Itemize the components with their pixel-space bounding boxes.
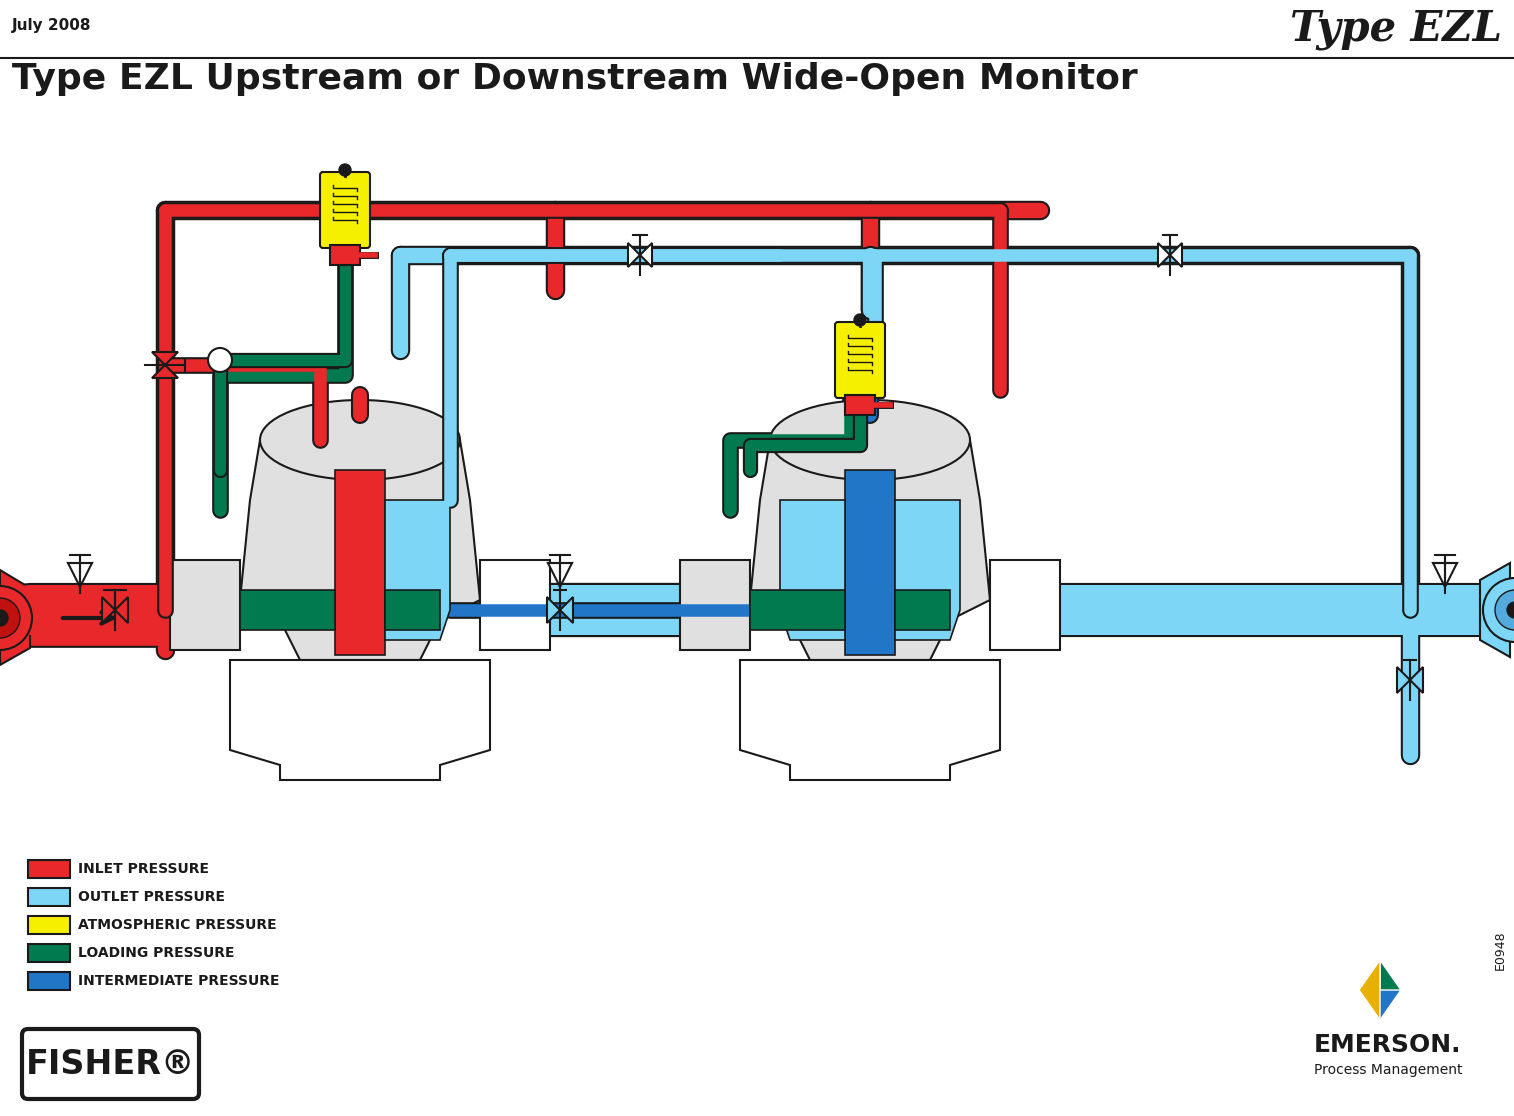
Polygon shape [241,590,335,631]
Bar [845,395,875,415]
Circle shape [0,610,8,626]
Polygon shape [990,560,1060,650]
Circle shape [1494,590,1514,631]
Polygon shape [241,440,480,660]
Polygon shape [0,570,30,665]
Polygon shape [560,597,572,623]
Bar [27,916,70,934]
Polygon shape [895,500,960,639]
Polygon shape [480,560,550,650]
Circle shape [1506,602,1514,618]
Polygon shape [1170,243,1182,267]
Text: INLET PRESSURE: INLET PRESSURE [79,862,209,876]
Polygon shape [640,243,653,267]
Text: FISHER®: FISHER® [26,1048,195,1080]
Circle shape [339,164,351,176]
Polygon shape [230,660,491,780]
Bar [27,944,70,962]
Text: Type EZL Upstream or Downstream Wide-Open Monitor: Type EZL Upstream or Downstream Wide-Ope… [12,62,1137,96]
Ellipse shape [260,400,460,480]
Polygon shape [385,590,441,631]
Polygon shape [1379,960,1400,1020]
Polygon shape [1360,960,1400,990]
Text: LOADING PRESSURE: LOADING PRESSURE [79,946,235,960]
Polygon shape [1410,667,1423,693]
Polygon shape [1481,562,1509,657]
Polygon shape [547,597,560,623]
Polygon shape [385,500,450,639]
Polygon shape [740,660,1001,780]
Polygon shape [895,590,949,631]
Circle shape [207,348,232,372]
Polygon shape [780,500,845,639]
FancyBboxPatch shape [836,323,886,398]
Text: ATMOSPHERIC PRESSURE: ATMOSPHERIC PRESSURE [79,918,277,932]
Circle shape [0,598,20,638]
FancyBboxPatch shape [23,1029,198,1099]
Polygon shape [1158,243,1170,267]
Ellipse shape [771,400,970,480]
Bar [27,972,70,990]
Text: July 2008: July 2008 [12,18,91,33]
Polygon shape [1432,562,1456,587]
Polygon shape [749,590,845,631]
Polygon shape [115,597,129,623]
Polygon shape [548,562,572,587]
Polygon shape [845,470,895,655]
Polygon shape [628,243,640,267]
Polygon shape [101,597,115,623]
Polygon shape [1360,960,1379,1020]
Circle shape [1484,578,1514,642]
Text: INTERMEDIATE PRESSURE: INTERMEDIATE PRESSURE [79,974,280,988]
Polygon shape [749,440,990,660]
FancyBboxPatch shape [319,172,369,248]
Polygon shape [151,352,179,365]
Text: E0948: E0948 [1493,931,1506,970]
Circle shape [0,586,32,650]
Bar [27,860,70,878]
Polygon shape [170,560,241,650]
Polygon shape [68,562,92,587]
Polygon shape [151,365,179,378]
Polygon shape [1360,990,1400,1020]
Circle shape [854,314,866,326]
Text: EMERSON.: EMERSON. [1314,1033,1461,1057]
Text: OUTLET PRESSURE: OUTLET PRESSURE [79,889,226,904]
Bar [27,888,70,906]
Text: Type EZL: Type EZL [1290,8,1502,50]
Polygon shape [1397,667,1410,693]
Bar [330,246,360,264]
Text: Process Management: Process Management [1314,1064,1463,1077]
Polygon shape [680,560,749,650]
Polygon shape [335,470,385,655]
